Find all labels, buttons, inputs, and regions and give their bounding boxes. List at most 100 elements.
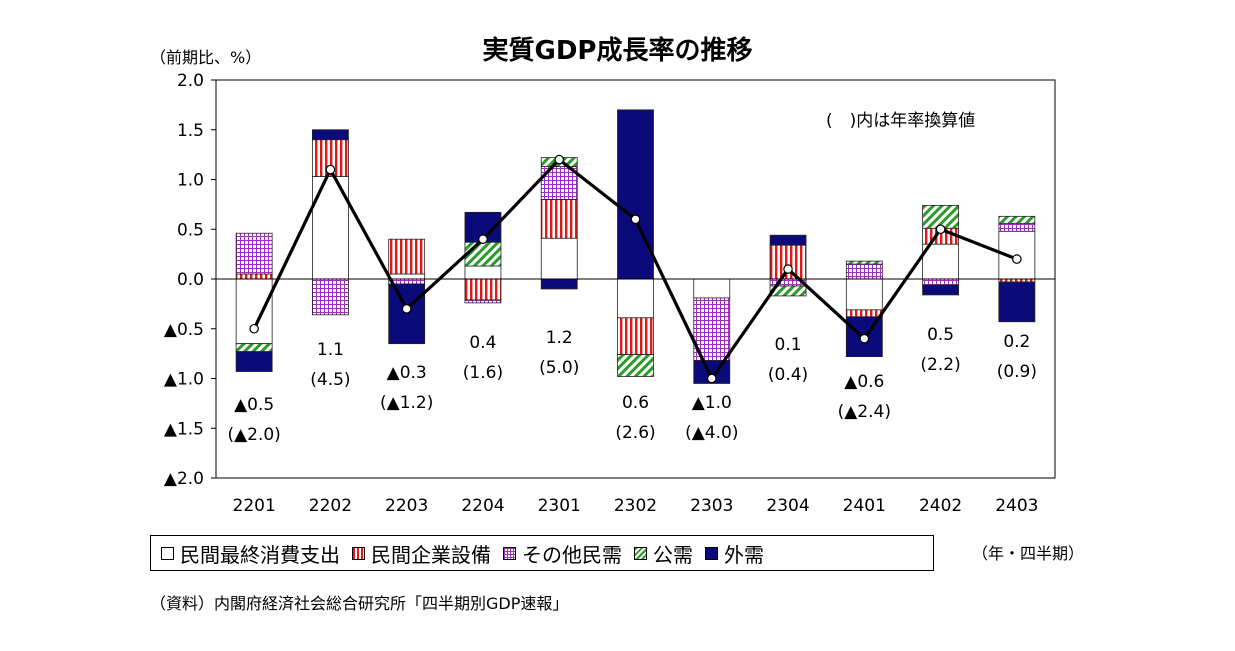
legend-item-capex: 民間企業設備 bbox=[352, 539, 491, 568]
bar-other-private bbox=[464, 299, 502, 304]
gdp-growth-point bbox=[935, 224, 946, 235]
bar-public bbox=[235, 343, 273, 353]
y-axis-unit-label: （前期比、%） bbox=[150, 48, 262, 67]
gdp-growth-point bbox=[706, 373, 717, 384]
bar-other-private bbox=[235, 232, 273, 275]
annualized-growth-label: (2.6) bbox=[615, 423, 655, 443]
x-tick-label: 2402 bbox=[919, 496, 962, 516]
bar-capex bbox=[235, 273, 273, 280]
legend-swatch-consumption bbox=[161, 546, 174, 560]
x-tick-label: 2204 bbox=[461, 496, 504, 516]
qoq-growth-label: ▲0.6 bbox=[844, 372, 884, 392]
gdp-growth-point bbox=[859, 333, 870, 344]
legend-label-external: 外需 bbox=[724, 542, 764, 567]
legend-swatch-other-private bbox=[503, 546, 516, 560]
qoq-growth-label: 0.4 bbox=[469, 333, 496, 353]
y-tick-label: 2.0 bbox=[177, 71, 204, 91]
annualized-growth-label: (▲4.0) bbox=[685, 423, 738, 443]
qoq-growth-label: 0.1 bbox=[775, 335, 802, 355]
bar-public bbox=[769, 285, 807, 297]
legend-label-other-private: その他民需 bbox=[522, 542, 622, 567]
bar-public bbox=[998, 215, 1036, 224]
legend-item-public: 公需 bbox=[634, 539, 693, 568]
legend-swatch-public bbox=[634, 546, 647, 560]
bar-consumption bbox=[845, 278, 883, 311]
bar-public bbox=[845, 260, 883, 265]
bar-other-private bbox=[998, 222, 1036, 232]
bar-consumption bbox=[464, 265, 502, 280]
legend-label-public: 公需 bbox=[653, 542, 693, 567]
bar-consumption bbox=[235, 278, 273, 345]
bar-external bbox=[769, 234, 807, 246]
x-tick-label: 2203 bbox=[385, 496, 428, 516]
qoq-growth-label: 0.2 bbox=[1003, 332, 1030, 352]
x-tick-label: 2302 bbox=[614, 496, 657, 516]
legend-swatch-capex bbox=[352, 546, 365, 560]
bar-consumption bbox=[617, 278, 654, 319]
bar-consumption bbox=[540, 237, 578, 280]
bar-other-private bbox=[845, 263, 883, 280]
gdp-growth-point bbox=[325, 164, 336, 175]
y-tick-label: 1.0 bbox=[177, 171, 204, 191]
annual-rate-note: ( )内は年率換算値 bbox=[826, 111, 976, 131]
chart-legend: 民間最終消費支出 民間企業設備 その他民需 公需 外需 bbox=[150, 535, 934, 571]
annualized-growth-label: (1.6) bbox=[463, 363, 503, 383]
annualized-growth-label: (4.5) bbox=[310, 370, 350, 390]
gdp-growth-point bbox=[401, 304, 412, 314]
legend-item-other-private: その他民需 bbox=[503, 539, 622, 568]
bar-external bbox=[998, 281, 1036, 323]
bar-capex bbox=[617, 317, 654, 356]
legend-item-external: 外需 bbox=[705, 539, 764, 568]
bar-capex bbox=[388, 238, 426, 275]
bar-public bbox=[617, 354, 654, 377]
y-tick-label: ▲0.5 bbox=[164, 320, 204, 340]
qoq-growth-label: 1.2 bbox=[546, 328, 573, 348]
annualized-growth-label: (0.9) bbox=[997, 362, 1037, 382]
x-tick-label: 2403 bbox=[995, 496, 1038, 516]
x-tick-label: 2304 bbox=[766, 496, 809, 516]
bar-capex bbox=[540, 198, 578, 239]
legend-swatch-external bbox=[705, 546, 718, 560]
gdp-growth-point bbox=[630, 214, 641, 225]
legend-label-capex: 民間企業設備 bbox=[371, 542, 491, 567]
bar-consumption bbox=[693, 278, 731, 299]
qoq-growth-label: 1.1 bbox=[317, 340, 344, 360]
y-tick-label: ▲2.0 bbox=[164, 469, 204, 489]
bar-public bbox=[464, 241, 502, 267]
bar-other-private bbox=[922, 278, 959, 286]
x-axis-period-label: （年・四半期） bbox=[972, 544, 1085, 563]
bar-external bbox=[617, 109, 654, 280]
bar-external bbox=[540, 278, 578, 290]
x-tick-label: 2202 bbox=[309, 496, 352, 516]
bar-consumption bbox=[388, 273, 426, 280]
x-tick-label: 2301 bbox=[538, 496, 581, 516]
qoq-growth-label: 0.5 bbox=[927, 325, 954, 345]
x-tick-label: 2303 bbox=[690, 496, 733, 516]
gdp-growth-point bbox=[1012, 254, 1022, 264]
gdp-growth-point bbox=[249, 323, 259, 334]
annualized-growth-label: (2.2) bbox=[920, 355, 960, 375]
annualized-growth-label: (0.4) bbox=[768, 365, 808, 385]
qoq-growth-label: ▲0.3 bbox=[387, 363, 427, 383]
chart-title: 実質GDP成長率の推移 bbox=[482, 36, 753, 66]
source-note: （資料）内閣府経済社会総合研究所「四半期別GDP速報」 bbox=[150, 594, 569, 613]
qoq-growth-label: ▲1.0 bbox=[692, 393, 732, 413]
x-tick-label: 2201 bbox=[233, 496, 276, 516]
y-tick-label: 0.5 bbox=[177, 220, 204, 240]
y-tick-label: 1.5 bbox=[177, 121, 204, 141]
qoq-growth-label: ▲0.5 bbox=[234, 395, 274, 415]
y-tick-label: 0.0 bbox=[177, 270, 204, 290]
bar-capex bbox=[845, 309, 883, 318]
y-tick-label: ▲1.0 bbox=[164, 370, 204, 390]
bar-external bbox=[388, 283, 426, 345]
bar-external bbox=[922, 284, 959, 296]
gdp-growth-point bbox=[783, 264, 793, 274]
bar-capex bbox=[464, 278, 502, 301]
legend-item-consumption: 民間最終消費支出 bbox=[161, 539, 340, 568]
x-tick-label: 2401 bbox=[843, 496, 886, 516]
gdp-growth-point bbox=[554, 154, 565, 165]
bar-external bbox=[312, 129, 349, 141]
legend-label-consumption: 民間最終消費支出 bbox=[180, 542, 340, 567]
annualized-growth-label: (▲2.0) bbox=[227, 425, 280, 445]
